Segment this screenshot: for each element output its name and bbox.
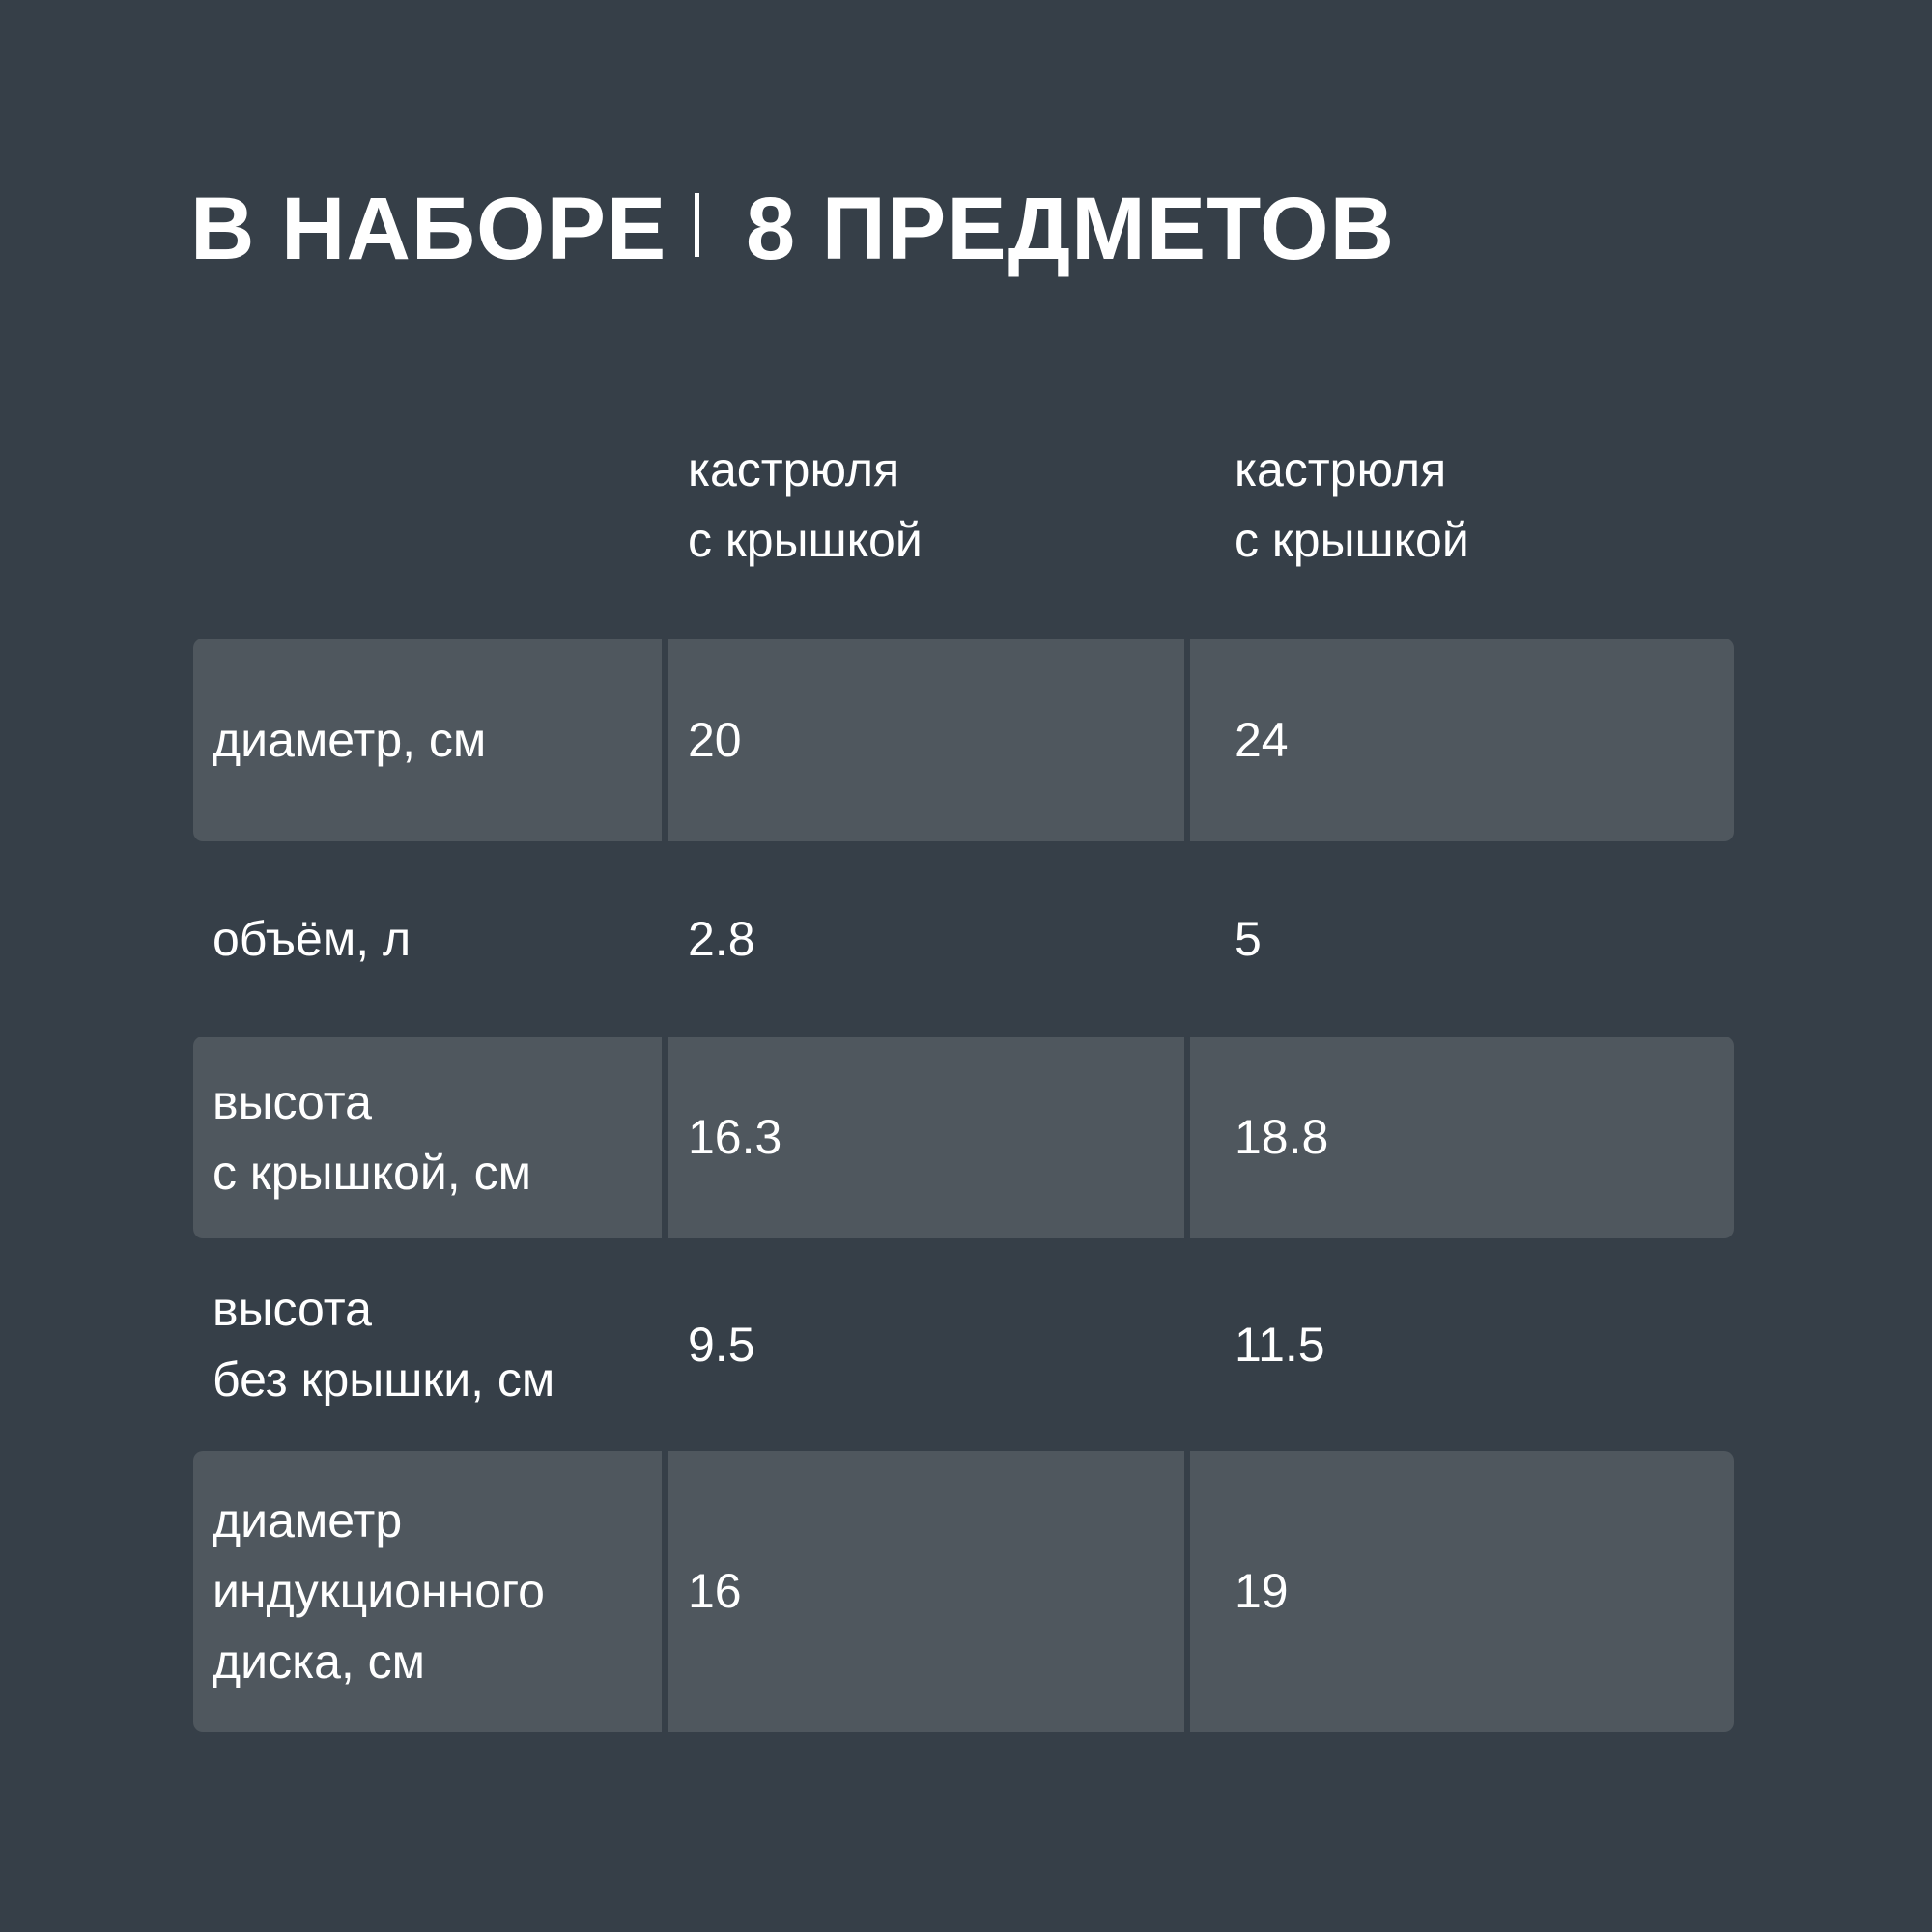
row-value: 16.3 xyxy=(668,1037,1184,1238)
title-right: 8 ПРЕДМЕТОВ xyxy=(746,180,1396,278)
column-header-2: кастрюля с крышкой xyxy=(1235,435,1469,576)
title-left: В НАБОРЕ xyxy=(190,180,668,278)
column-header-line: с крышкой xyxy=(688,513,923,567)
column-header-line: кастрюля xyxy=(688,442,900,497)
row-value: 19 xyxy=(1190,1451,1734,1732)
column-header-1: кастрюля с крышкой xyxy=(688,435,923,576)
row-label: высота без крышки, см xyxy=(213,1282,555,1406)
row-value: 24 xyxy=(1190,639,1734,841)
row-value: 16 xyxy=(668,1451,1184,1732)
row-label: диаметр индукционного диска, см xyxy=(193,1451,662,1732)
row-value: 18.8 xyxy=(1190,1037,1734,1238)
row-label: высота с крышкой, см xyxy=(193,1037,662,1238)
row-value: 20 xyxy=(668,639,1184,841)
row-label: диаметр, см xyxy=(193,639,662,841)
table-row: диаметр, см 20 24 xyxy=(193,639,1734,841)
column-header-line: с крышкой xyxy=(1235,513,1469,567)
column-header-line: кастрюля xyxy=(1235,442,1447,497)
row-label: объём, л xyxy=(213,911,412,966)
table-row: объём, л 2.8 5 xyxy=(193,841,1734,1037)
table-row: диаметр индукционного диска, см 16 19 xyxy=(193,1451,1734,1732)
title-divider xyxy=(695,193,699,257)
row-value: 5 xyxy=(1235,911,1262,966)
row-value: 11.5 xyxy=(1235,1317,1325,1372)
table-row: высота без крышки, см 9.5 11.5 xyxy=(193,1238,1734,1451)
row-value: 9.5 xyxy=(688,1317,755,1372)
row-value: 2.8 xyxy=(688,911,755,966)
table-row: высота с крышкой, см 16.3 18.8 xyxy=(193,1037,1734,1238)
